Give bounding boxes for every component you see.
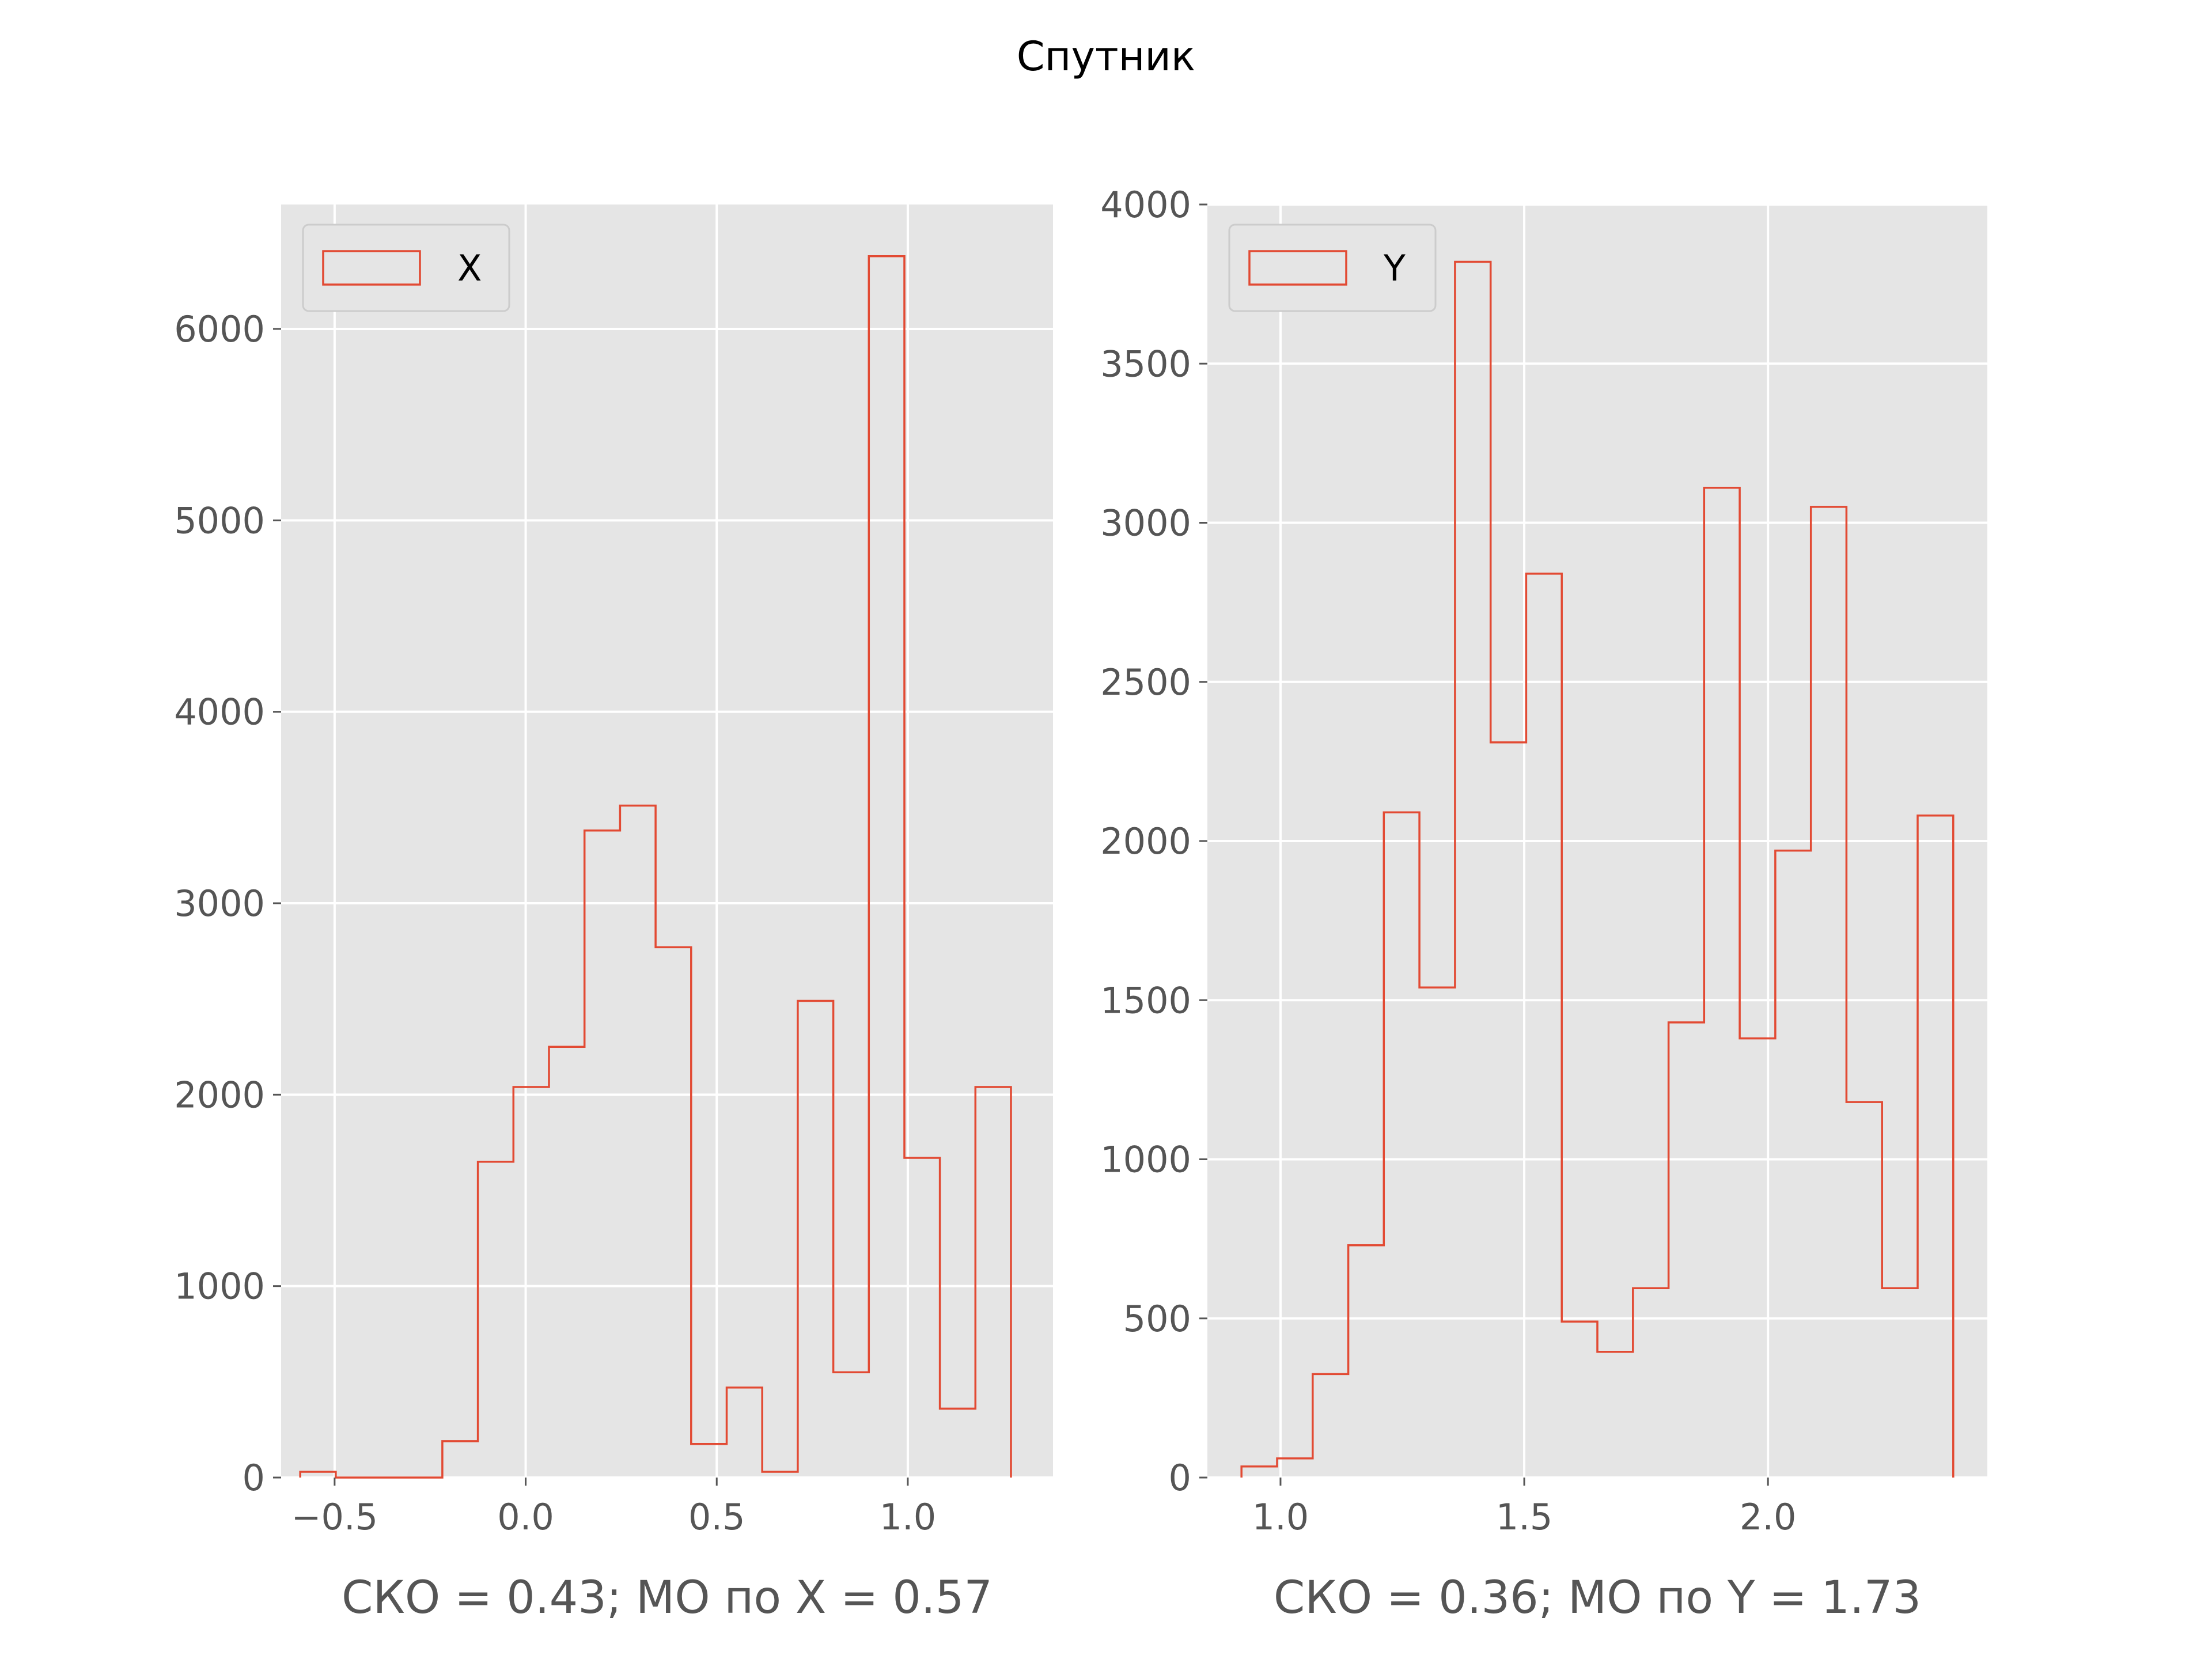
- x-tick-label: 1.0: [880, 1496, 937, 1538]
- y-tick-label: 3000: [1100, 502, 1191, 544]
- y-tick-label: 1000: [174, 1266, 265, 1308]
- legend-swatch: [322, 250, 421, 286]
- x-tick-label: 2.0: [1740, 1496, 1797, 1538]
- x-tick-label: 1.0: [1252, 1496, 1309, 1538]
- legend-swatch: [1248, 250, 1347, 286]
- legend: X: [302, 224, 510, 312]
- y-tick-label: 0: [1169, 1457, 1191, 1499]
- y-tick-label: 1500: [1100, 979, 1191, 1021]
- y-tick-label: 5000: [174, 499, 265, 541]
- plot-area: [281, 204, 1053, 1478]
- y-tick-label: 2000: [174, 1074, 265, 1116]
- y-tick-label: 0: [243, 1457, 265, 1499]
- histogram-panel-x: −0.5 0.0 0.5 1.0 0 1000 2000 3000 4000 5000 6000 СК…: [174, 204, 1053, 1624]
- legend: Y: [1228, 224, 1437, 312]
- legend-label: X: [457, 247, 482, 289]
- y-tick-label: 6000: [174, 308, 265, 350]
- legend-box: [1228, 224, 1437, 312]
- x-axis-label: СКО = 0.36; МО по Y = 1.73: [1274, 1572, 1921, 1624]
- y-tick-label: 3000: [174, 882, 265, 925]
- y-tick-label: 1000: [1100, 1139, 1191, 1181]
- figure-title: Спутник: [1017, 33, 1195, 80]
- legend-label: Y: [1383, 247, 1406, 289]
- legend-box: [302, 224, 510, 312]
- y-tick-label: 500: [1123, 1298, 1191, 1340]
- y-tick-label: 2000: [1100, 820, 1191, 862]
- y-tick-label: 2500: [1100, 661, 1191, 703]
- y-tick-label: 3500: [1100, 343, 1191, 385]
- histogram-panel-y: 1.0 1.5 2.0 0 500 1000 1500 2000 2500 3000 3500 400…: [1100, 184, 1987, 1624]
- y-tick-label: 4000: [174, 691, 265, 733]
- y-tick-label: 4000: [1100, 184, 1191, 226]
- histogram-series-y: [1240, 260, 1955, 1478]
- x-tick-label: 0.0: [497, 1496, 554, 1538]
- histogram-series-x: [299, 255, 1012, 1479]
- x-tick-label: 0.5: [688, 1496, 745, 1538]
- x-tick-label: −0.5: [291, 1496, 378, 1538]
- x-tick-label: 1.5: [1496, 1496, 1553, 1538]
- x-axis-label: СКО = 0.43; МО по X = 0.57: [342, 1572, 993, 1624]
